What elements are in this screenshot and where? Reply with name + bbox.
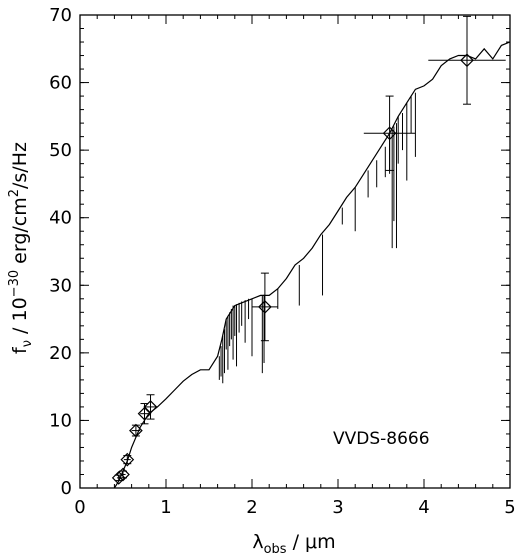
x-axis-title-symbol: λ <box>252 531 263 553</box>
y-axis-title-symbol: f <box>9 346 31 354</box>
y-tick-label: 10 <box>49 410 72 431</box>
source-id-label: VVDS-8666 <box>333 429 430 449</box>
y-axis-title-exp: −30 <box>7 270 22 297</box>
x-tick-label: 4 <box>418 497 429 518</box>
photometry-point <box>120 452 135 467</box>
y-axis-title-unit-exp: 2 <box>7 189 22 197</box>
photometry-point <box>129 423 143 438</box>
y-tick-label: 30 <box>49 275 72 296</box>
y-tick-label: 20 <box>49 343 72 364</box>
x-tick-label: 5 <box>504 497 515 518</box>
y-tick-label: 0 <box>61 478 72 499</box>
spectrum-line <box>113 41 510 488</box>
photometry-point <box>116 467 130 482</box>
y-axis-title-scale: / 10 <box>9 297 31 340</box>
x-axis-title-sub: obs <box>264 542 287 557</box>
x-axis-title-unit: / μm <box>287 531 336 553</box>
x-tick-label: 0 <box>74 497 85 518</box>
y-axis-title-unit-rest: /s/Hz <box>9 142 31 189</box>
x-tick-label: 3 <box>332 497 343 518</box>
y-tick-label: 40 <box>49 208 72 229</box>
y-tick-label: 70 <box>49 5 72 26</box>
x-tick-label: 1 <box>160 497 171 518</box>
x-tick-label: 2 <box>246 497 257 518</box>
y-axis-title: fν / 10−30 erg/cm2/s/Hz <box>7 142 35 354</box>
plot-frame <box>79 14 511 489</box>
y-tick-label: 60 <box>49 73 72 94</box>
y-axis-title-sub: ν <box>20 340 35 347</box>
photometry-point <box>258 300 272 314</box>
y-axis-title-unit: erg/cm <box>9 197 31 270</box>
photometry-point <box>143 400 158 414</box>
y-tick-label: 50 <box>49 140 72 161</box>
x-axis-title: λobs / μm <box>252 531 335 557</box>
photometry-point <box>460 53 474 68</box>
photometry-point <box>382 126 397 141</box>
